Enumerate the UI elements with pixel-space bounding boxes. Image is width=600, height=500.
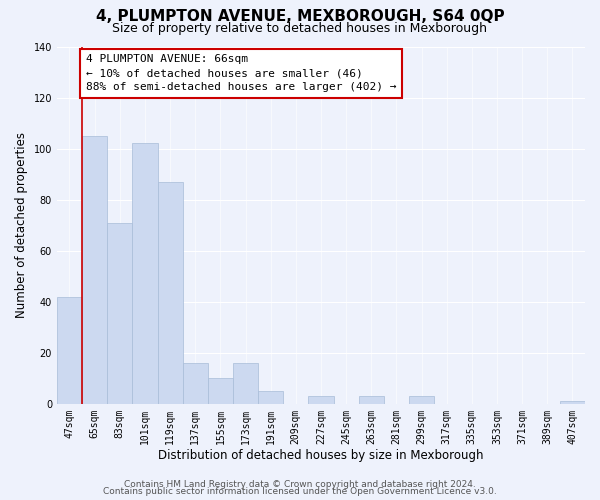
X-axis label: Distribution of detached houses by size in Mexborough: Distribution of detached houses by size … bbox=[158, 450, 484, 462]
Bar bbox=[82, 136, 107, 404]
Bar bbox=[57, 296, 82, 404]
Bar bbox=[409, 396, 434, 404]
Text: Contains public sector information licensed under the Open Government Licence v3: Contains public sector information licen… bbox=[103, 487, 497, 496]
Bar bbox=[182, 363, 208, 404]
Bar bbox=[233, 363, 258, 404]
Bar bbox=[308, 396, 334, 404]
Bar bbox=[158, 182, 182, 404]
Bar bbox=[258, 391, 283, 404]
Bar bbox=[107, 222, 133, 404]
Text: Size of property relative to detached houses in Mexborough: Size of property relative to detached ho… bbox=[113, 22, 487, 35]
Bar bbox=[560, 402, 585, 404]
Text: Contains HM Land Registry data © Crown copyright and database right 2024.: Contains HM Land Registry data © Crown c… bbox=[124, 480, 476, 489]
Bar bbox=[208, 378, 233, 404]
Bar bbox=[133, 144, 158, 404]
Text: 4, PLUMPTON AVENUE, MEXBOROUGH, S64 0QP: 4, PLUMPTON AVENUE, MEXBOROUGH, S64 0QP bbox=[95, 9, 505, 24]
Bar bbox=[359, 396, 384, 404]
Text: 4 PLUMPTON AVENUE: 66sqm
← 10% of detached houses are smaller (46)
88% of semi-d: 4 PLUMPTON AVENUE: 66sqm ← 10% of detach… bbox=[86, 54, 397, 92]
Y-axis label: Number of detached properties: Number of detached properties bbox=[15, 132, 28, 318]
